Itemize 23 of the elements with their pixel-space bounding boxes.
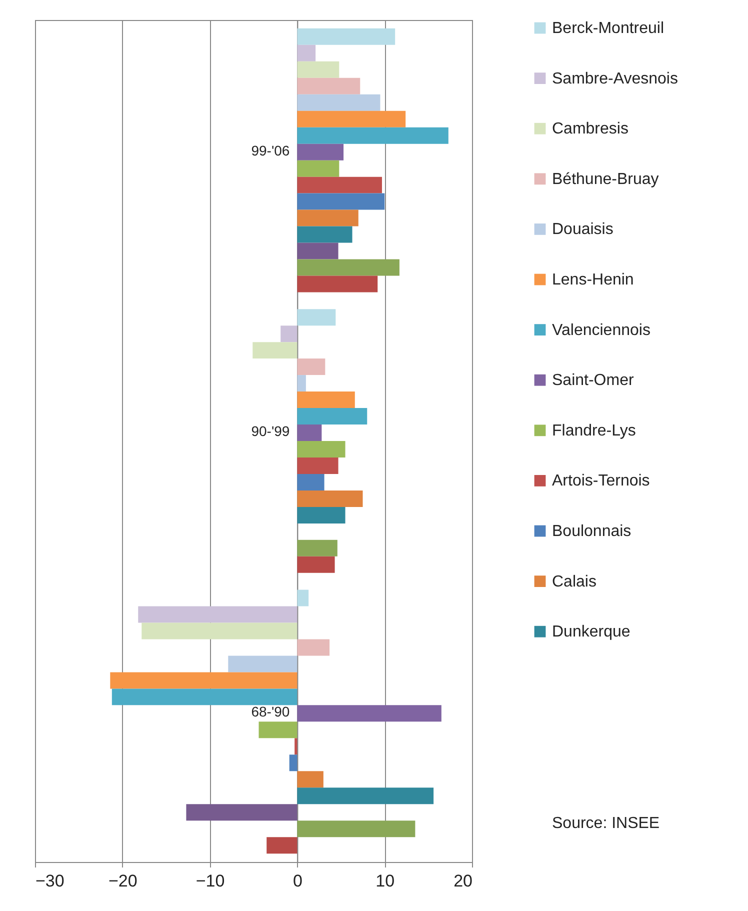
x-tick-label: −10	[196, 872, 225, 890]
x-tick-label: 10	[376, 872, 395, 890]
legend-label: Artois-Ternois	[552, 472, 650, 490]
legend-label: Saint-Omer	[552, 372, 634, 390]
legend-label: Berck-Montreuil	[552, 20, 664, 37]
legend-label: Douaisis	[552, 221, 614, 238]
x-tick-label: −30	[36, 872, 64, 890]
legend-label: Dunkerque	[552, 624, 630, 641]
legend-label: Cambresis	[552, 120, 628, 138]
legend-label: Sambre-Avesnois	[552, 70, 678, 88]
legend-label: Calais	[552, 573, 596, 590]
y-tick-label: 90-'99	[251, 423, 290, 439]
legend-label: Flandre-Lys	[552, 422, 636, 440]
x-tick-label: −20	[108, 872, 138, 890]
legend-label: Béthune-Bruay	[552, 170, 659, 188]
x-tick-label: 20	[454, 872, 472, 890]
legend-label: Lens-Henin	[552, 272, 634, 288]
x-tick-label: 0	[292, 872, 302, 890]
legend-label: Valenciennois	[552, 322, 650, 339]
source-note: Source: INSEE	[552, 815, 660, 833]
y-tick-label: 68-'90	[251, 704, 290, 720]
y-tick-label: 99-'06	[251, 142, 290, 158]
legend-label: Boulonnais	[552, 523, 632, 540]
